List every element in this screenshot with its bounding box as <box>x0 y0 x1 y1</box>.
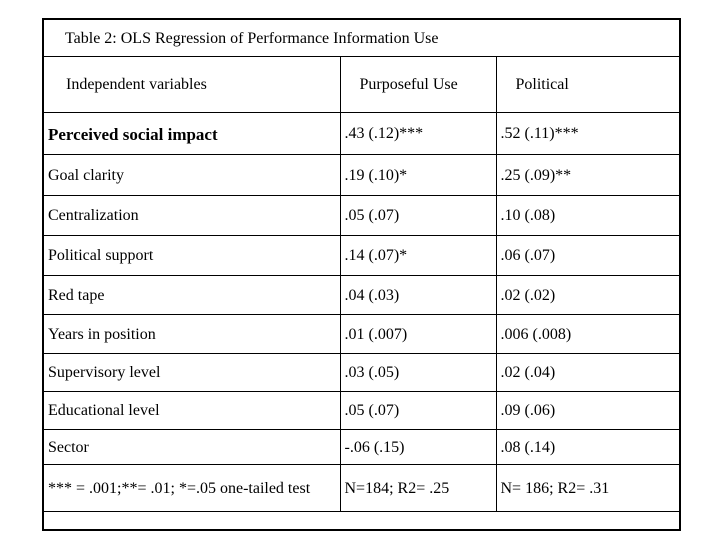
value-political: .02 (.04) <box>495 352 681 392</box>
table-footer-row: *** = .001;**= .01; *=.05 one-tailed tes… <box>42 463 681 512</box>
value-purposeful: .03 (.05) <box>339 352 497 392</box>
table-row-centralization: Centralization .05 (.07) .10 (.08) <box>42 194 681 236</box>
purposeful-model-stats: N=184; R2= .25 <box>339 463 497 512</box>
row-label: Years in position <box>42 313 341 354</box>
col-header-independent-variables: Independent variables <box>42 55 341 113</box>
value-purposeful: .19 (.10)* <box>339 153 497 196</box>
table-row-sector: Sector -.06 (.15) .08 (.14) <box>42 428 681 465</box>
table-row-years-in-position: Years in position .01 (.007) .006 (.008) <box>42 313 681 354</box>
value-political: .02 (.02) <box>495 274 681 315</box>
value-purposeful: .14 (.07)* <box>339 234 497 276</box>
value-political: .08 (.14) <box>495 428 681 465</box>
row-label: Political support <box>42 234 341 276</box>
value-political: .10 (.08) <box>495 194 681 236</box>
row-label: Sector <box>42 428 341 465</box>
table-row-perceived-social-impact: Perceived social impact .43 (.12)*** .52… <box>42 111 681 155</box>
row-label: Red tape <box>42 274 341 315</box>
value-political: .006 (.008) <box>495 313 681 354</box>
value-political: .52 (.11)*** <box>495 111 681 155</box>
value-political: .06 (.07) <box>495 234 681 276</box>
table-title: Table 2: OLS Regression of Performance I… <box>42 18 681 57</box>
row-label: Goal clarity <box>42 153 341 196</box>
row-label: Perceived social impact <box>42 111 341 155</box>
row-label: Supervisory level <box>42 352 341 392</box>
regression-table: Table 2: OLS Regression of Performance I… <box>42 18 682 531</box>
value-purposeful: .04 (.03) <box>339 274 497 315</box>
row-label: Centralization <box>42 194 341 236</box>
political-model-stats: N= 186; R2= .31 <box>495 463 681 512</box>
table-row-political-support: Political support .14 (.07)* .06 (.07) <box>42 234 681 276</box>
row-label: Educational level <box>42 390 341 430</box>
empty-cell <box>42 510 681 531</box>
significance-note: *** = .001;**= .01; *=.05 one-tailed tes… <box>42 463 341 512</box>
value-purposeful: .05 (.07) <box>339 194 497 236</box>
table-row-supervisory-level: Supervisory level .03 (.05) .02 (.04) <box>42 352 681 392</box>
table-title-row: Table 2: OLS Regression of Performance I… <box>42 18 681 57</box>
col-header-political: Political <box>495 55 681 113</box>
value-political: .25 (.09)** <box>495 153 681 196</box>
value-purposeful: .01 (.007) <box>339 313 497 354</box>
value-political: .09 (.06) <box>495 390 681 430</box>
table-row-goal-clarity: Goal clarity .19 (.10)* .25 (.09)** <box>42 153 681 196</box>
table-row-educational-level: Educational level .05 (.07) .09 (.06) <box>42 390 681 430</box>
table-row-red-tape: Red tape .04 (.03) .02 (.02) <box>42 274 681 315</box>
value-purposeful: .05 (.07) <box>339 390 497 430</box>
value-purposeful: .43 (.12)*** <box>339 111 497 155</box>
table-empty-row <box>42 510 681 531</box>
col-header-purposeful-use: Purposeful Use <box>339 55 497 113</box>
table-header-row: Independent variables Purposeful Use Pol… <box>42 55 681 113</box>
value-purposeful: -.06 (.15) <box>339 428 497 465</box>
